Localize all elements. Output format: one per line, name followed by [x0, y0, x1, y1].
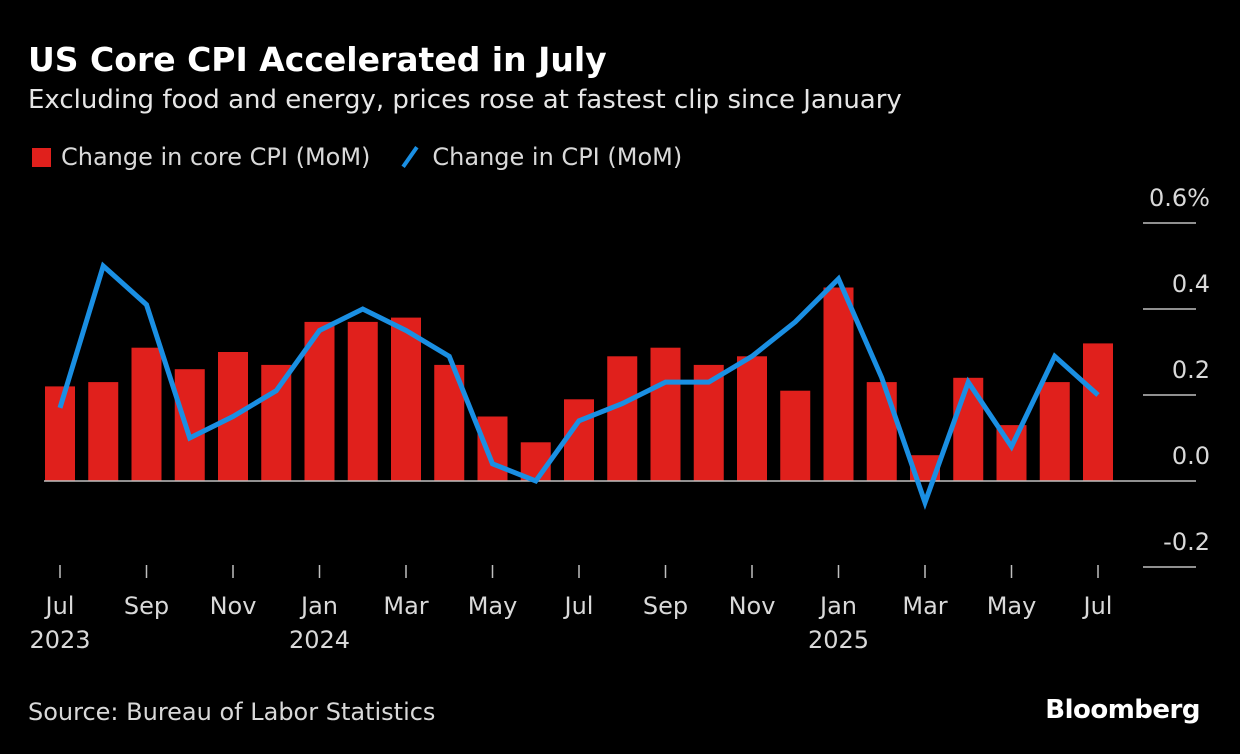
y-tick-label: 0.6%: [1149, 184, 1210, 212]
x-tick-label: Jul: [44, 592, 75, 620]
bar-core-cpi: [737, 356, 767, 481]
x-tick-year: 2024: [289, 626, 350, 654]
legend-label-core-cpi: Change in core CPI (MoM): [61, 143, 371, 171]
bar-core-cpi: [866, 382, 897, 481]
legend-swatch-core-cpi: [32, 147, 51, 167]
x-tick-year: 2025: [808, 626, 869, 654]
x-tick-label: May: [987, 592, 1037, 620]
x-tick-label: Sep: [124, 592, 169, 620]
x-tick-label: Jan: [818, 592, 857, 620]
source-note: Source: Bureau of Labor Statistics: [28, 698, 436, 726]
bar-core-cpi: [391, 317, 421, 481]
y-tick-label: 0.0: [1172, 442, 1210, 470]
x-tick-label: Mar: [383, 592, 428, 620]
bar-core-cpi: [780, 390, 811, 481]
x-tick-year: 2023: [29, 626, 90, 654]
x-tick-label: Jul: [1082, 592, 1113, 620]
y-tick-label: -0.2: [1163, 528, 1210, 556]
x-tick-label: Mar: [902, 592, 947, 620]
bar-core-cpi: [88, 382, 119, 481]
bar-core-cpi: [174, 369, 205, 481]
bar-core-cpi: [131, 347, 162, 481]
x-tick-label: Sep: [643, 592, 688, 620]
y-tick-label: 0.2: [1172, 356, 1210, 384]
x-tick-label: Jan: [299, 592, 338, 620]
legend-label-cpi: Change in CPI (MoM): [432, 143, 683, 171]
legend: Change in core CPI (MoM) Change in CPI (…: [32, 143, 682, 171]
chart-title: US Core CPI Accelerated in July: [28, 40, 607, 79]
bar-core-cpi: [823, 287, 854, 481]
x-tick-label: Jul: [563, 592, 594, 620]
bar-core-cpi: [650, 347, 681, 481]
x-tick-label: Nov: [729, 592, 776, 620]
bar-core-cpi: [607, 356, 638, 481]
bar-core-cpi: [1039, 382, 1070, 481]
x-tick-label: May: [468, 592, 518, 620]
bar-core-cpi: [564, 399, 594, 481]
bar-core-cpi: [261, 364, 292, 481]
bar-core-cpi: [347, 321, 378, 481]
x-tick-label: Nov: [210, 592, 257, 620]
y-tick-label: 0.4: [1172, 270, 1210, 298]
bar-core-cpi: [477, 416, 508, 481]
chart-subtitle: Excluding food and energy, prices rose a…: [28, 85, 902, 115]
bloomberg-logo: Bloomberg: [1045, 695, 1200, 725]
bar-core-cpi: [1083, 343, 1113, 481]
